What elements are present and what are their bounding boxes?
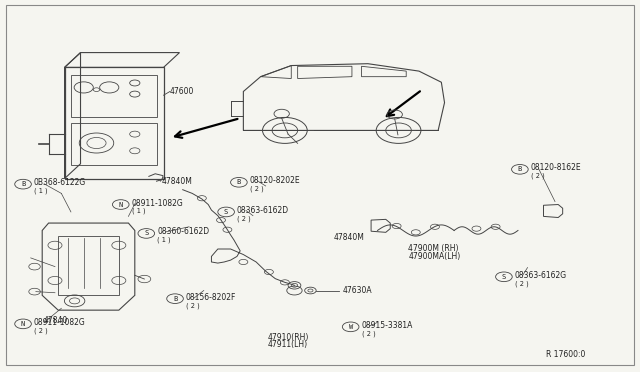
Text: ( 2 ): ( 2 ) (237, 215, 251, 222)
Bar (71, 75, 157, 118)
Text: 08363-6162G: 08363-6162G (515, 271, 567, 280)
Text: 47840M: 47840M (162, 177, 193, 186)
Text: B: B (173, 296, 177, 302)
Text: ( 2 ): ( 2 ) (362, 330, 375, 337)
Bar (65, 67, 164, 179)
Text: W: W (349, 324, 353, 330)
Text: 0B368-6122G: 0B368-6122G (34, 178, 86, 187)
Text: 08120-8202E: 08120-8202E (250, 176, 300, 185)
Text: 47911(LH): 47911(LH) (268, 340, 308, 349)
Text: S: S (144, 230, 148, 237)
Text: 08156-8202F: 08156-8202F (186, 293, 236, 302)
Text: 47600: 47600 (170, 87, 195, 96)
Text: ( 1 ): ( 1 ) (34, 187, 47, 194)
Text: S: S (502, 274, 506, 280)
Text: N: N (118, 202, 123, 208)
Text: 08363-6162D: 08363-6162D (237, 206, 289, 215)
Text: 47900MA(LH): 47900MA(LH) (408, 252, 460, 261)
Text: ( 2 ): ( 2 ) (34, 327, 47, 334)
Text: B: B (21, 181, 25, 187)
Text: R 17600:0: R 17600:0 (546, 350, 586, 359)
Text: 47630A: 47630A (342, 286, 372, 295)
Text: 08915-3381A: 08915-3381A (362, 321, 413, 330)
Text: ( 2 ): ( 2 ) (186, 302, 200, 309)
Text: 47900M (RH): 47900M (RH) (408, 244, 459, 253)
Text: B: B (237, 179, 241, 185)
Text: 47910(RH): 47910(RH) (268, 333, 309, 342)
Text: N: N (21, 321, 25, 327)
Text: 08120-8162E: 08120-8162E (531, 163, 581, 172)
Text: S: S (224, 209, 228, 215)
Text: ( 2 ): ( 2 ) (250, 186, 264, 192)
Text: ( 1 ): ( 1 ) (157, 237, 171, 243)
Text: 47840: 47840 (44, 317, 68, 326)
Bar (71, 123, 157, 165)
Bar (58, 236, 119, 295)
Text: 08911-1082G: 08911-1082G (34, 318, 86, 327)
Text: 08360-6162D: 08360-6162D (157, 227, 209, 237)
Text: 08911-1082G: 08911-1082G (132, 199, 183, 208)
Text: 47840M: 47840M (334, 233, 365, 243)
Text: B: B (518, 166, 522, 172)
Text: ( 2 ): ( 2 ) (515, 280, 529, 287)
Text: ( 2 ): ( 2 ) (531, 173, 545, 179)
Text: ( 1 ): ( 1 ) (132, 208, 145, 214)
